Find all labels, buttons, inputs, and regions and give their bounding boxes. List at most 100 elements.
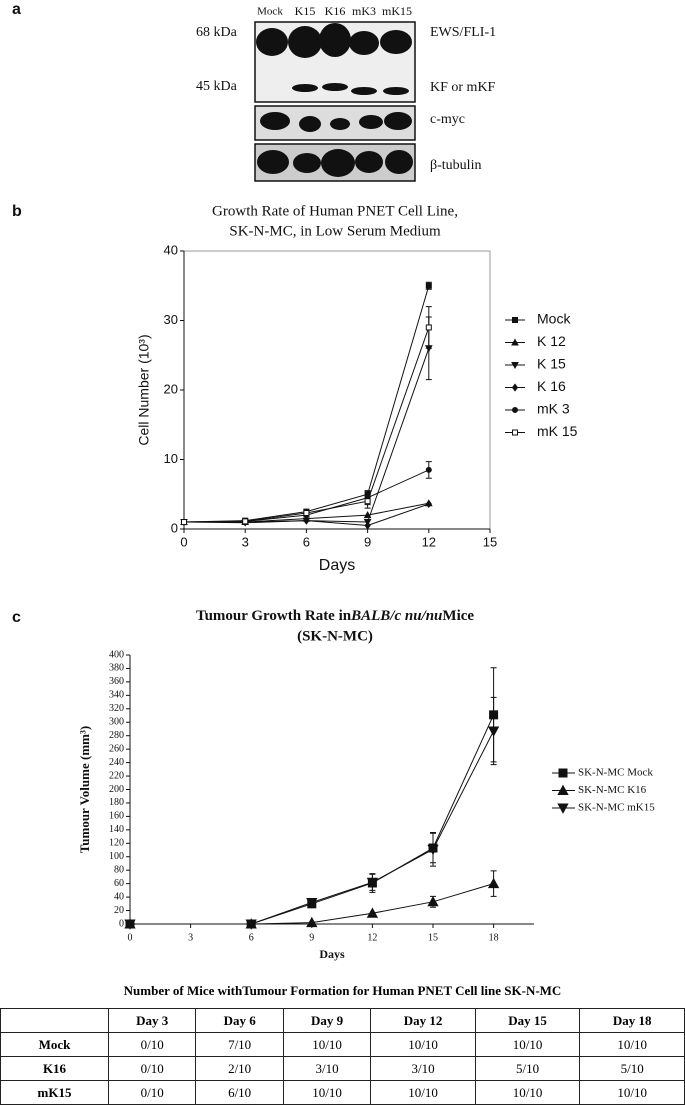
western-blot — [254, 21, 416, 182]
y-tick-label: 260 — [109, 743, 124, 754]
x-axis-label: Days — [319, 947, 345, 961]
x-tick-label: 3 — [188, 932, 193, 943]
y-tick-label: 140 — [109, 824, 124, 835]
table-cell: 0/10 — [107, 1080, 197, 1105]
lane-label: Mock — [257, 6, 283, 18]
legend-label: SK-N-MC mK15 — [578, 802, 655, 814]
marker — [306, 916, 318, 928]
marker — [303, 510, 310, 517]
marker — [303, 516, 310, 525]
table-cell: 10/10 — [474, 1032, 581, 1057]
legend-label: K 12 — [537, 333, 566, 349]
lane-label: K15 — [295, 4, 316, 18]
y-tick-label: 220 — [109, 770, 124, 781]
y-tick-label: 40 — [164, 242, 178, 257]
table-cell: 10/10 — [282, 1032, 372, 1057]
y-tick-label: 20 — [164, 381, 178, 396]
legend-label: K 15 — [537, 356, 566, 372]
chart-subtitle: (SK-N-MC) — [297, 628, 373, 644]
marker — [512, 429, 518, 436]
table-cell: 3/10 — [370, 1056, 476, 1081]
legend-label: SK-N-MC Mock — [578, 767, 653, 779]
marker — [242, 518, 249, 525]
x-tick-label: 15 — [483, 534, 497, 549]
marker — [512, 407, 518, 413]
legend-label: mK 3 — [537, 401, 570, 417]
y-tick-label: 60 — [114, 878, 124, 889]
table-row: mK15 0/10 6/10 10/10 10/10 10/10 10/10 — [0, 1080, 685, 1105]
chart-title: SK-N-MC, in Low Serum Medium — [229, 223, 441, 239]
series-line — [183, 348, 430, 524]
table-cell: 10/10 — [370, 1032, 476, 1057]
figure-svg: a b c 68 kDa 45 kDa Mock K15 K16 mK3 mK1… — [12, 1, 655, 961]
band-label: β-tubulin — [430, 158, 481, 173]
x-tick-label: 12 — [422, 534, 436, 549]
table-cell: 7/10 — [195, 1032, 284, 1057]
table-row: Mock 0/10 7/10 10/10 10/10 10/10 10/10 — [0, 1032, 685, 1057]
y-tick-label: 400 — [109, 649, 124, 660]
marker — [245, 919, 257, 930]
mw-marker: 45 kDa — [196, 79, 238, 94]
y-tick-label: 240 — [109, 757, 124, 768]
header-cell: Day 9 — [282, 1008, 372, 1033]
lane-label: mK15 — [382, 4, 412, 18]
panel-label: c — [12, 609, 21, 626]
table-cell: 10/10 — [579, 1080, 685, 1105]
band-label: KF or mKF — [430, 80, 496, 95]
panel-label: a — [12, 1, 21, 18]
marker — [487, 726, 500, 737]
row-label: K16 — [0, 1056, 109, 1081]
y-tick-label: 10 — [164, 451, 178, 466]
marker — [306, 897, 318, 909]
x-tick-label: 15 — [428, 932, 438, 943]
marker — [557, 803, 569, 814]
marker — [366, 877, 379, 889]
marker — [364, 498, 371, 505]
x-tick-label: 9 — [364, 534, 371, 549]
marker — [425, 282, 432, 289]
x-tick-label: 0 — [128, 932, 133, 943]
marker — [425, 324, 432, 331]
series-line — [130, 730, 495, 925]
legend-label: K 16 — [537, 378, 566, 394]
lane-label: mK3 — [352, 4, 376, 18]
band-label: EWS/FLI-1 — [430, 25, 496, 40]
marker — [511, 338, 519, 346]
x-axis-label: Days — [319, 557, 355, 574]
table-title: Number of Mice withTumour Formation for … — [123, 983, 562, 998]
chart-title: Growth Rate of Human PNET Cell Line, — [212, 203, 458, 219]
marker — [363, 511, 372, 519]
row-label: Mock — [0, 1032, 109, 1057]
marker — [511, 383, 519, 392]
marker — [181, 519, 187, 526]
table-cell: 2/10 — [195, 1056, 284, 1081]
marker — [427, 844, 439, 856]
y-tick-label: 20 — [114, 905, 124, 916]
marker — [427, 895, 439, 907]
table-cell: 10/10 — [282, 1080, 372, 1105]
header-cell: Day 6 — [195, 1008, 284, 1033]
table-cell: 6/10 — [195, 1080, 284, 1105]
table-cell: 5/10 — [474, 1056, 581, 1081]
header-cell: Day 3 — [107, 1008, 197, 1033]
y-axis-label: Cell Number (10³) — [136, 334, 152, 445]
x-tick-label: 9 — [309, 932, 314, 943]
x-tick-label: 0 — [180, 534, 187, 549]
y-tick-label: 40 — [114, 891, 124, 902]
table-row: K16 0/10 2/10 3/10 3/10 5/10 5/10 — [0, 1056, 685, 1081]
y-tick-label: 0 — [171, 520, 178, 535]
series-line — [130, 714, 495, 925]
x-tick-label: 6 — [249, 932, 254, 943]
table-cell: 10/10 — [370, 1080, 476, 1105]
lane-label: K16 — [325, 4, 346, 18]
marker — [557, 784, 569, 795]
header-cell: Day 12 — [370, 1008, 476, 1033]
y-tick-label: 180 — [109, 797, 124, 808]
title-part: Mice — [442, 608, 474, 624]
title-part: Tumour Growth Rate in — [196, 608, 352, 624]
y-tick-label: 320 — [109, 703, 124, 714]
y-tick-label: 120 — [109, 838, 124, 849]
marker — [425, 499, 432, 509]
marker — [487, 877, 500, 889]
